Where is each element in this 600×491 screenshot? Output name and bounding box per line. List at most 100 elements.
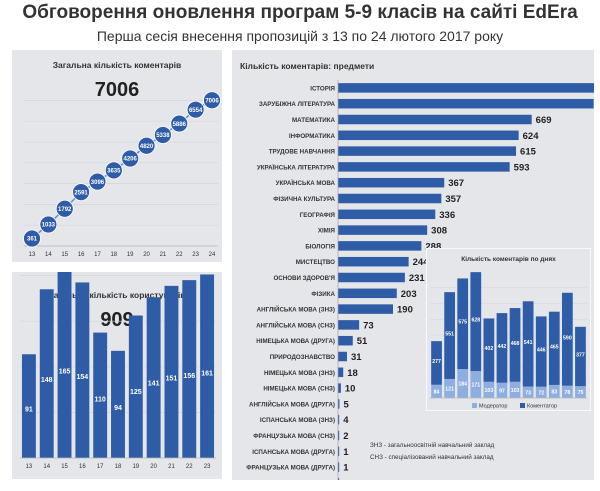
x-tick-label: 15 xyxy=(61,252,68,258)
category-label: ХІМІЯ xyxy=(318,228,336,235)
category-label: АНГЛІЙСЬКА МОВА (СНЗ) xyxy=(256,321,335,329)
legend-label-moderator: Модератор xyxy=(479,404,507,410)
x-tick-label: 18 xyxy=(110,252,117,258)
bar xyxy=(338,177,445,188)
data-label: 156 xyxy=(183,373,195,380)
bar xyxy=(338,446,340,457)
bar-moderator xyxy=(483,381,495,398)
bar xyxy=(338,162,510,172)
data-point xyxy=(203,91,221,110)
bar-commentator xyxy=(483,318,495,382)
data-label-commentator: 551 xyxy=(445,332,454,338)
footnote: СНЗ - спеціалізований навчальний заклад xyxy=(370,453,494,461)
data-label: 3635 xyxy=(107,169,121,175)
data-label: 31 xyxy=(351,352,362,363)
total-value: 7006 xyxy=(95,79,140,101)
x-tick-label: 17 xyxy=(97,464,104,470)
page-subtitle: Перша сесія внесення пропозицій з 13 по … xyxy=(96,28,504,44)
data-label-commentator: 575 xyxy=(458,320,467,326)
data-point xyxy=(137,136,156,155)
category-label: НІМЕЦЬКА МОВА (СНЗ) xyxy=(263,386,335,393)
x-tick-label: 16 xyxy=(78,252,85,258)
data-label-moderator: 84 xyxy=(434,389,440,395)
data-label-commentator: 541 xyxy=(524,340,533,346)
bar-moderator xyxy=(522,386,534,398)
data-label: 7006 xyxy=(205,98,219,104)
category-label: МАТЕМАТИКА xyxy=(292,117,336,124)
data-label: 4206 xyxy=(124,157,138,163)
data-label-moderator: 171 xyxy=(471,383,480,389)
category-label: УКРАЇНСЬКА МОВА xyxy=(276,180,336,187)
bar-moderator xyxy=(562,385,573,398)
bar-commentator xyxy=(496,313,508,383)
data-label-moderator: 103 xyxy=(511,388,520,394)
data-label: 367 xyxy=(448,178,464,189)
data-label: 3096 xyxy=(91,180,105,186)
bar xyxy=(338,478,340,480)
data-point xyxy=(72,183,90,202)
x-tick-label: 19 xyxy=(127,252,134,258)
category-label: ІСПАНСЬКА МОВА (ЗНЗ) xyxy=(260,417,335,424)
bar xyxy=(338,272,405,283)
data-label: 190 xyxy=(397,305,413,316)
data-label-commentator: 628 xyxy=(471,318,480,324)
data-label: 203 xyxy=(401,289,417,300)
data-label: 593 xyxy=(514,162,530,173)
bar xyxy=(200,274,215,458)
bar-commentator xyxy=(548,311,560,385)
x-tick-label: 23 xyxy=(192,252,199,258)
data-label-commentator: 377 xyxy=(576,352,585,358)
data-label-moderator: 72 xyxy=(538,390,544,396)
category-label: ТРУДОВЕ НАВЧАННЯ xyxy=(269,149,336,156)
data-label-moderator: 83 xyxy=(551,389,557,395)
category-label: ІНФОРМАТИКА xyxy=(289,133,336,140)
bar xyxy=(39,289,54,458)
bar-commentator xyxy=(562,292,573,386)
x-tick-label: 14 xyxy=(45,252,52,258)
total-value: 909 xyxy=(100,309,133,331)
data-label: 615 xyxy=(520,147,537,158)
bar xyxy=(338,193,442,204)
x-tick-label: 14 xyxy=(43,464,50,470)
data-label: 624 xyxy=(523,131,540,142)
data-label: 151 xyxy=(166,376,178,383)
bar-commentator xyxy=(535,316,547,387)
data-label-moderator: 121 xyxy=(445,386,454,392)
data-label: 6554 xyxy=(189,108,203,114)
x-tick-label: 18 xyxy=(115,464,122,470)
category-label: ОСНОВИ ЗДОРОВ'Я xyxy=(273,275,335,282)
data-point xyxy=(170,114,189,133)
data-label: 336 xyxy=(439,210,455,221)
data-label: 231 xyxy=(409,273,426,284)
data-label: 141 xyxy=(148,381,160,388)
chart-title: Загальна кількість користувачів xyxy=(48,290,185,300)
data-label: 148 xyxy=(41,377,53,384)
category-label: ІСПАНСЬКА МОВА (ДРУГА) xyxy=(252,449,335,456)
bar xyxy=(57,272,72,458)
bar-commentator xyxy=(575,326,586,387)
chart-title: Загальна кількість коментарів xyxy=(53,60,182,70)
bar-moderator xyxy=(509,381,521,398)
bar-moderator xyxy=(444,378,455,398)
data-label: 154 xyxy=(77,374,89,381)
data-label: 669 xyxy=(536,115,552,126)
data-label: 94 xyxy=(114,405,122,412)
category-label: УКРАЇНСЬКА ЛІТЕРАТУРА xyxy=(257,164,336,171)
footnote: ЗНЗ - загальноосвітній навчальний заклад xyxy=(370,441,495,449)
data-label-moderator: 75 xyxy=(578,390,584,396)
data-label: 1 xyxy=(343,447,349,458)
data-label: 5 xyxy=(343,399,349,410)
data-label-commentator: 446 xyxy=(537,348,546,354)
data-label-commentator: 277 xyxy=(432,359,441,365)
bar xyxy=(338,367,344,378)
data-point xyxy=(88,172,107,191)
total-comments-chart: Загальна кількість коментарів 7006 361 13 10… xyxy=(12,50,222,262)
category-label: ФІЗИЧНА КУЛЬТУРА xyxy=(273,196,335,203)
bar-moderator xyxy=(457,369,469,398)
data-point xyxy=(121,149,140,168)
bar xyxy=(338,288,397,299)
data-label-commentator: 468 xyxy=(511,341,520,347)
bar xyxy=(338,256,409,267)
x-tick-label: 21 xyxy=(168,464,175,470)
data-label: 288 xyxy=(425,241,441,252)
